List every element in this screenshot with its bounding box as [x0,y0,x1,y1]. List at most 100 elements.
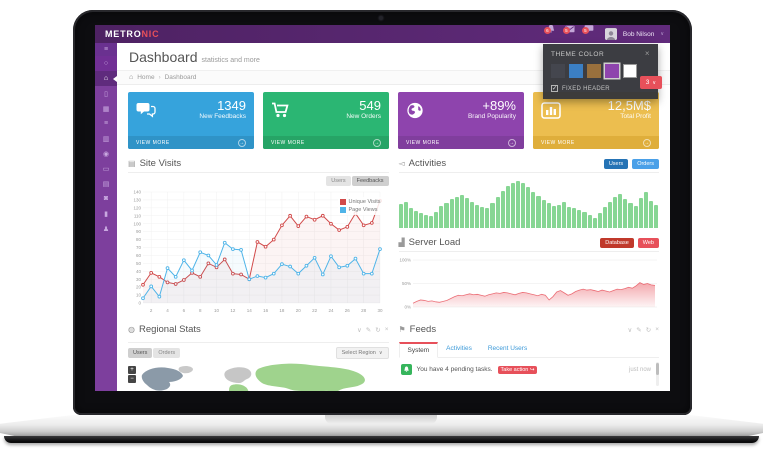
avatar[interactable] [604,28,617,40]
calendar-icon: ▤ [102,180,110,188]
theme-color-blue[interactable] [569,64,583,78]
tile-total-profit[interactable]: 12,5M$ Total Profit VIEW MORE → [533,92,659,149]
activity-bar [439,206,444,228]
activity-bar [434,212,439,228]
theme-color-dark[interactable] [551,64,565,78]
panel-title: Site Visits [139,158,182,169]
feed-item[interactable]: You have 4 pending tasks. Take action ↪ … [399,358,659,386]
zoom-out-button[interactable]: − [128,375,136,383]
theme-color-purple[interactable] [605,64,619,78]
bookmark-icon: ▯ [104,90,108,98]
cart-icon [271,102,291,124]
tile-brand-popularity[interactable]: +89% Brand Popularity VIEW MORE → [398,92,524,149]
server-load-chart[interactable]: 100% 50% 0% [399,255,660,316]
tile-label: Brand Popularity [467,113,516,120]
page-title: Dashboard [129,49,198,65]
activity-bar [485,208,490,228]
zoom-in-button[interactable]: + [128,366,136,374]
orders-button[interactable]: Orders [153,348,181,358]
theme-color-brown[interactable] [587,64,601,78]
sidebar-item-image[interactable]: ▭ [95,161,117,176]
reload-icon[interactable]: ↻ [645,326,652,334]
close-icon[interactable]: × [644,49,650,58]
collapse-icon[interactable]: ∨ [357,326,362,334]
view-more-link[interactable]: VIEW MORE [541,139,575,146]
theme-color-white[interactable] [623,64,637,78]
take-action-button[interactable]: Take action ↪ [497,365,538,374]
envelope-notification[interactable]: 5 [562,25,577,40]
world-map[interactable] [128,363,386,391]
sidebar-item-columns[interactable]: ▥ [95,131,117,146]
megaphone-icon: ◅ [398,159,405,168]
view-more-link[interactable]: VIEW MORE [271,139,305,146]
legend-swatch [339,207,346,213]
scrollbar[interactable] [656,362,659,386]
view-more-link[interactable]: VIEW MORE [406,139,440,146]
activity-bar [633,206,638,228]
legend-entry: Page Views [339,206,381,214]
arrow-circle-icon[interactable]: → [508,138,516,147]
fixed-header-label: FIXED HEADER [562,85,610,92]
sidebar-item-home[interactable]: ⌂ [95,71,117,86]
feedbacks-button[interactable]: Feedbacks [351,176,389,186]
web-button[interactable]: Web [637,237,659,248]
arrow-circle-icon[interactable]: → [238,138,246,147]
activities-bar-chart[interactable] [398,178,660,228]
bar-chart-icon [541,102,561,124]
activity-bar [536,196,541,228]
orders-button[interactable]: Orders [632,158,659,169]
select-region-dropdown[interactable]: Select Region ∨ [335,347,389,359]
users-button[interactable]: Users [603,158,629,169]
sidebar-item-table[interactable]: ▦ [95,101,117,116]
chat-notification[interactable]: 5 [581,25,596,40]
breadcrumb: ⌂ Home › Dashboard [117,70,670,85]
users-button[interactable]: Users [128,348,153,358]
chevron-down-icon[interactable]: ∨ [660,31,664,37]
sidebar-item-bookmark[interactable]: ▯ [95,86,117,101]
user-name[interactable]: Bob Nilson [622,30,655,38]
sidebar-item-search[interactable]: ○ [95,56,117,71]
site-visits-chart[interactable]: 0 10 20 30 40 50 60 70 80 90 100 110 120 130 140 2 4 6 8 10… [128,187,389,320]
sidebar-item-briefcase[interactable]: ▮ [95,206,117,221]
activity-bar [510,183,516,228]
tab-recent-users[interactable]: Recent Users [487,345,528,352]
sidebar-item-camera[interactable]: ◙ [95,191,117,206]
users-button[interactable]: Users [326,176,351,186]
sidebar-item-calendar[interactable]: ▤ [95,176,117,191]
feed-text: You have 4 pending tasks. [416,366,493,373]
logo[interactable]: METRONIC [105,29,160,39]
svg-text:70: 70 [136,245,142,250]
tab-activities[interactable]: Activities [446,345,472,352]
collapse-icon[interactable]: ∨ [627,326,633,334]
panel-activities: ◅ Activities Users Orders [398,158,660,228]
activity-bar [572,208,577,228]
config-icon[interactable]: ✎ [365,326,372,334]
date-range-button[interactable]: 3 ∨ [639,76,662,89]
activity-bar [643,192,648,228]
svg-text:50: 50 [136,261,142,266]
reload-icon[interactable]: ↻ [375,326,381,334]
arrow-circle-icon[interactable]: → [373,138,381,147]
config-icon[interactable]: ✎ [636,326,642,334]
panel-title: Activities [408,158,447,169]
close-icon[interactable]: × [384,325,389,333]
svg-text:6: 6 [183,308,186,313]
top-navbar: METRONIC 6 5 5 Bob Nilson ∨ [95,25,670,43]
sidebar-item-location[interactable]: ◉ [95,146,117,161]
database-button[interactable]: Database [600,237,634,248]
breadcrumb-home[interactable]: Home [137,74,155,81]
arrow-circle-icon[interactable]: → [643,138,651,147]
sidebar-item-list[interactable]: ≡ [95,116,117,131]
sidebar-item-user[interactable]: ♟ [95,221,117,236]
tab-system[interactable]: System [398,342,439,358]
tile-new-orders[interactable]: 549 New Orders VIEW MORE → [263,92,389,149]
view-more-link[interactable]: VIEW MORE [136,139,170,146]
activity-bar [526,187,531,228]
chart-icon: ▤ [128,159,136,168]
close-icon[interactable]: × [655,325,659,333]
bell-notification[interactable]: 6 [543,25,558,40]
tile-new-feedbacks[interactable]: 1349 New Feedbacks VIEW MORE → [128,92,254,149]
fixed-header-checkbox[interactable]: ✓ [551,85,558,92]
sidebar-toggler[interactable]: ≡ [95,43,117,56]
svg-text:80: 80 [136,237,142,242]
